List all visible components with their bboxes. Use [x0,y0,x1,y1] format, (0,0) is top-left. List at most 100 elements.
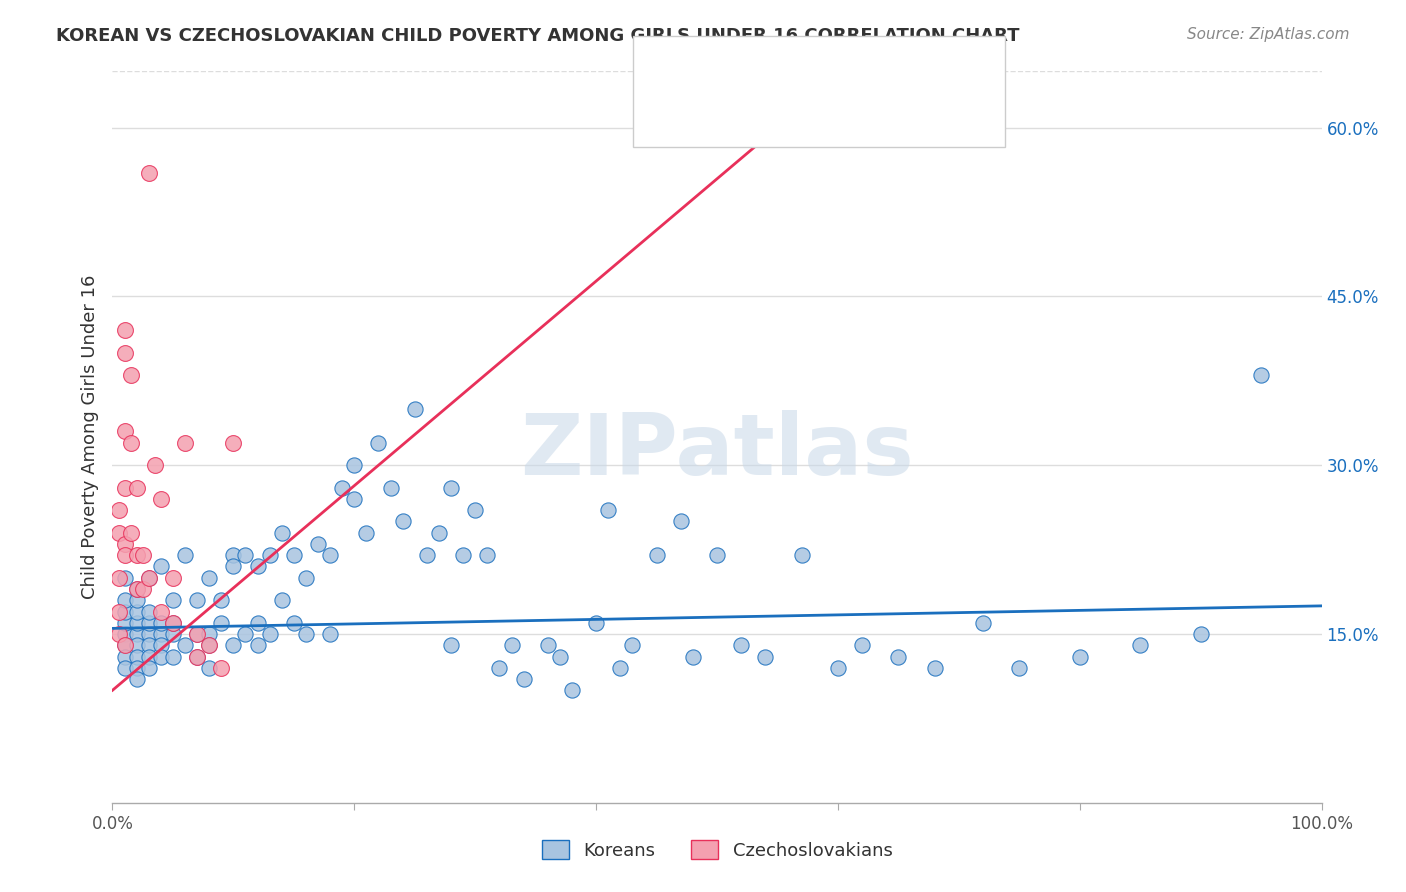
Point [114,661,136,675]
Point [198,638,221,652]
Point [198,627,221,641]
Y-axis label: Child Poverty Among Girls Under 16: Child Poverty Among Girls Under 16 [80,275,98,599]
Point [114,615,136,630]
Point [319,627,342,641]
Point [138,615,160,630]
Point [343,491,366,506]
Point [440,638,463,652]
Point [149,559,172,574]
Point [107,627,129,641]
Point [149,649,172,664]
Point [120,525,142,540]
Point [451,548,474,562]
Point [138,166,160,180]
Point [645,548,668,562]
Point [125,593,148,607]
Point [307,537,329,551]
Point [270,593,292,607]
Point [330,481,353,495]
Point [283,615,305,630]
Point [235,627,257,641]
Point [548,649,571,664]
Point [561,683,583,698]
Point [114,481,136,495]
Point [107,605,129,619]
Point [149,605,172,619]
Point [246,638,269,652]
Point [114,548,136,562]
Point [972,615,994,630]
Point [186,649,208,664]
Point [162,627,184,641]
Text: ZIPatlas: ZIPatlas [520,410,914,493]
Point [125,481,148,495]
Point [125,605,148,619]
Point [162,615,184,630]
Point [138,661,160,675]
Point [319,548,342,562]
Point [114,345,136,359]
Point [222,435,245,450]
Point [186,627,208,641]
Point [440,481,463,495]
Point [427,525,450,540]
Point [132,582,155,596]
Point [1008,661,1031,675]
Point [114,605,136,619]
Point [138,571,160,585]
Point [138,605,160,619]
Point [125,638,148,652]
Point [1250,368,1272,383]
Point [186,649,208,664]
Point [367,435,389,450]
Point [198,661,221,675]
Point [114,649,136,664]
Point [114,323,136,337]
Point [174,435,197,450]
Point [295,627,318,641]
Point [246,615,269,630]
Point [114,571,136,585]
Legend: Koreans, Czechoslovakians: Koreans, Czechoslovakians [534,833,900,867]
Point [259,548,281,562]
Point [706,548,728,562]
Bar [651,53,688,85]
Text: R = 0.047   N = 105: R = 0.047 N = 105 [703,60,910,78]
Point [209,593,232,607]
Point [138,627,160,641]
Point [114,537,136,551]
Point [404,401,426,416]
Point [512,672,534,686]
Point [295,571,318,585]
Point [501,638,523,652]
Point [198,638,221,652]
Point [488,661,510,675]
Point [107,503,129,517]
Point [222,548,245,562]
Point [887,649,910,664]
Point [343,458,366,473]
Point [162,649,184,664]
Point [125,548,148,562]
Point [283,548,305,562]
Point [149,627,172,641]
Point [114,425,136,439]
Point [585,615,607,630]
Point [162,615,184,630]
Point [609,661,631,675]
Point [138,649,160,664]
Point [356,525,378,540]
Point [790,548,813,562]
Point [125,661,148,675]
Point [125,582,148,596]
Point [391,515,413,529]
Point [235,548,257,562]
Point [174,638,197,652]
Point [416,548,439,562]
Point [120,368,142,383]
Point [107,571,129,585]
Point [114,627,136,641]
Text: KOREAN VS CZECHOSLOVAKIAN CHILD POVERTY AMONG GIRLS UNDER 16 CORRELATION CHART: KOREAN VS CZECHOSLOVAKIAN CHILD POVERTY … [56,27,1019,45]
Point [598,503,620,517]
Point [114,638,136,652]
